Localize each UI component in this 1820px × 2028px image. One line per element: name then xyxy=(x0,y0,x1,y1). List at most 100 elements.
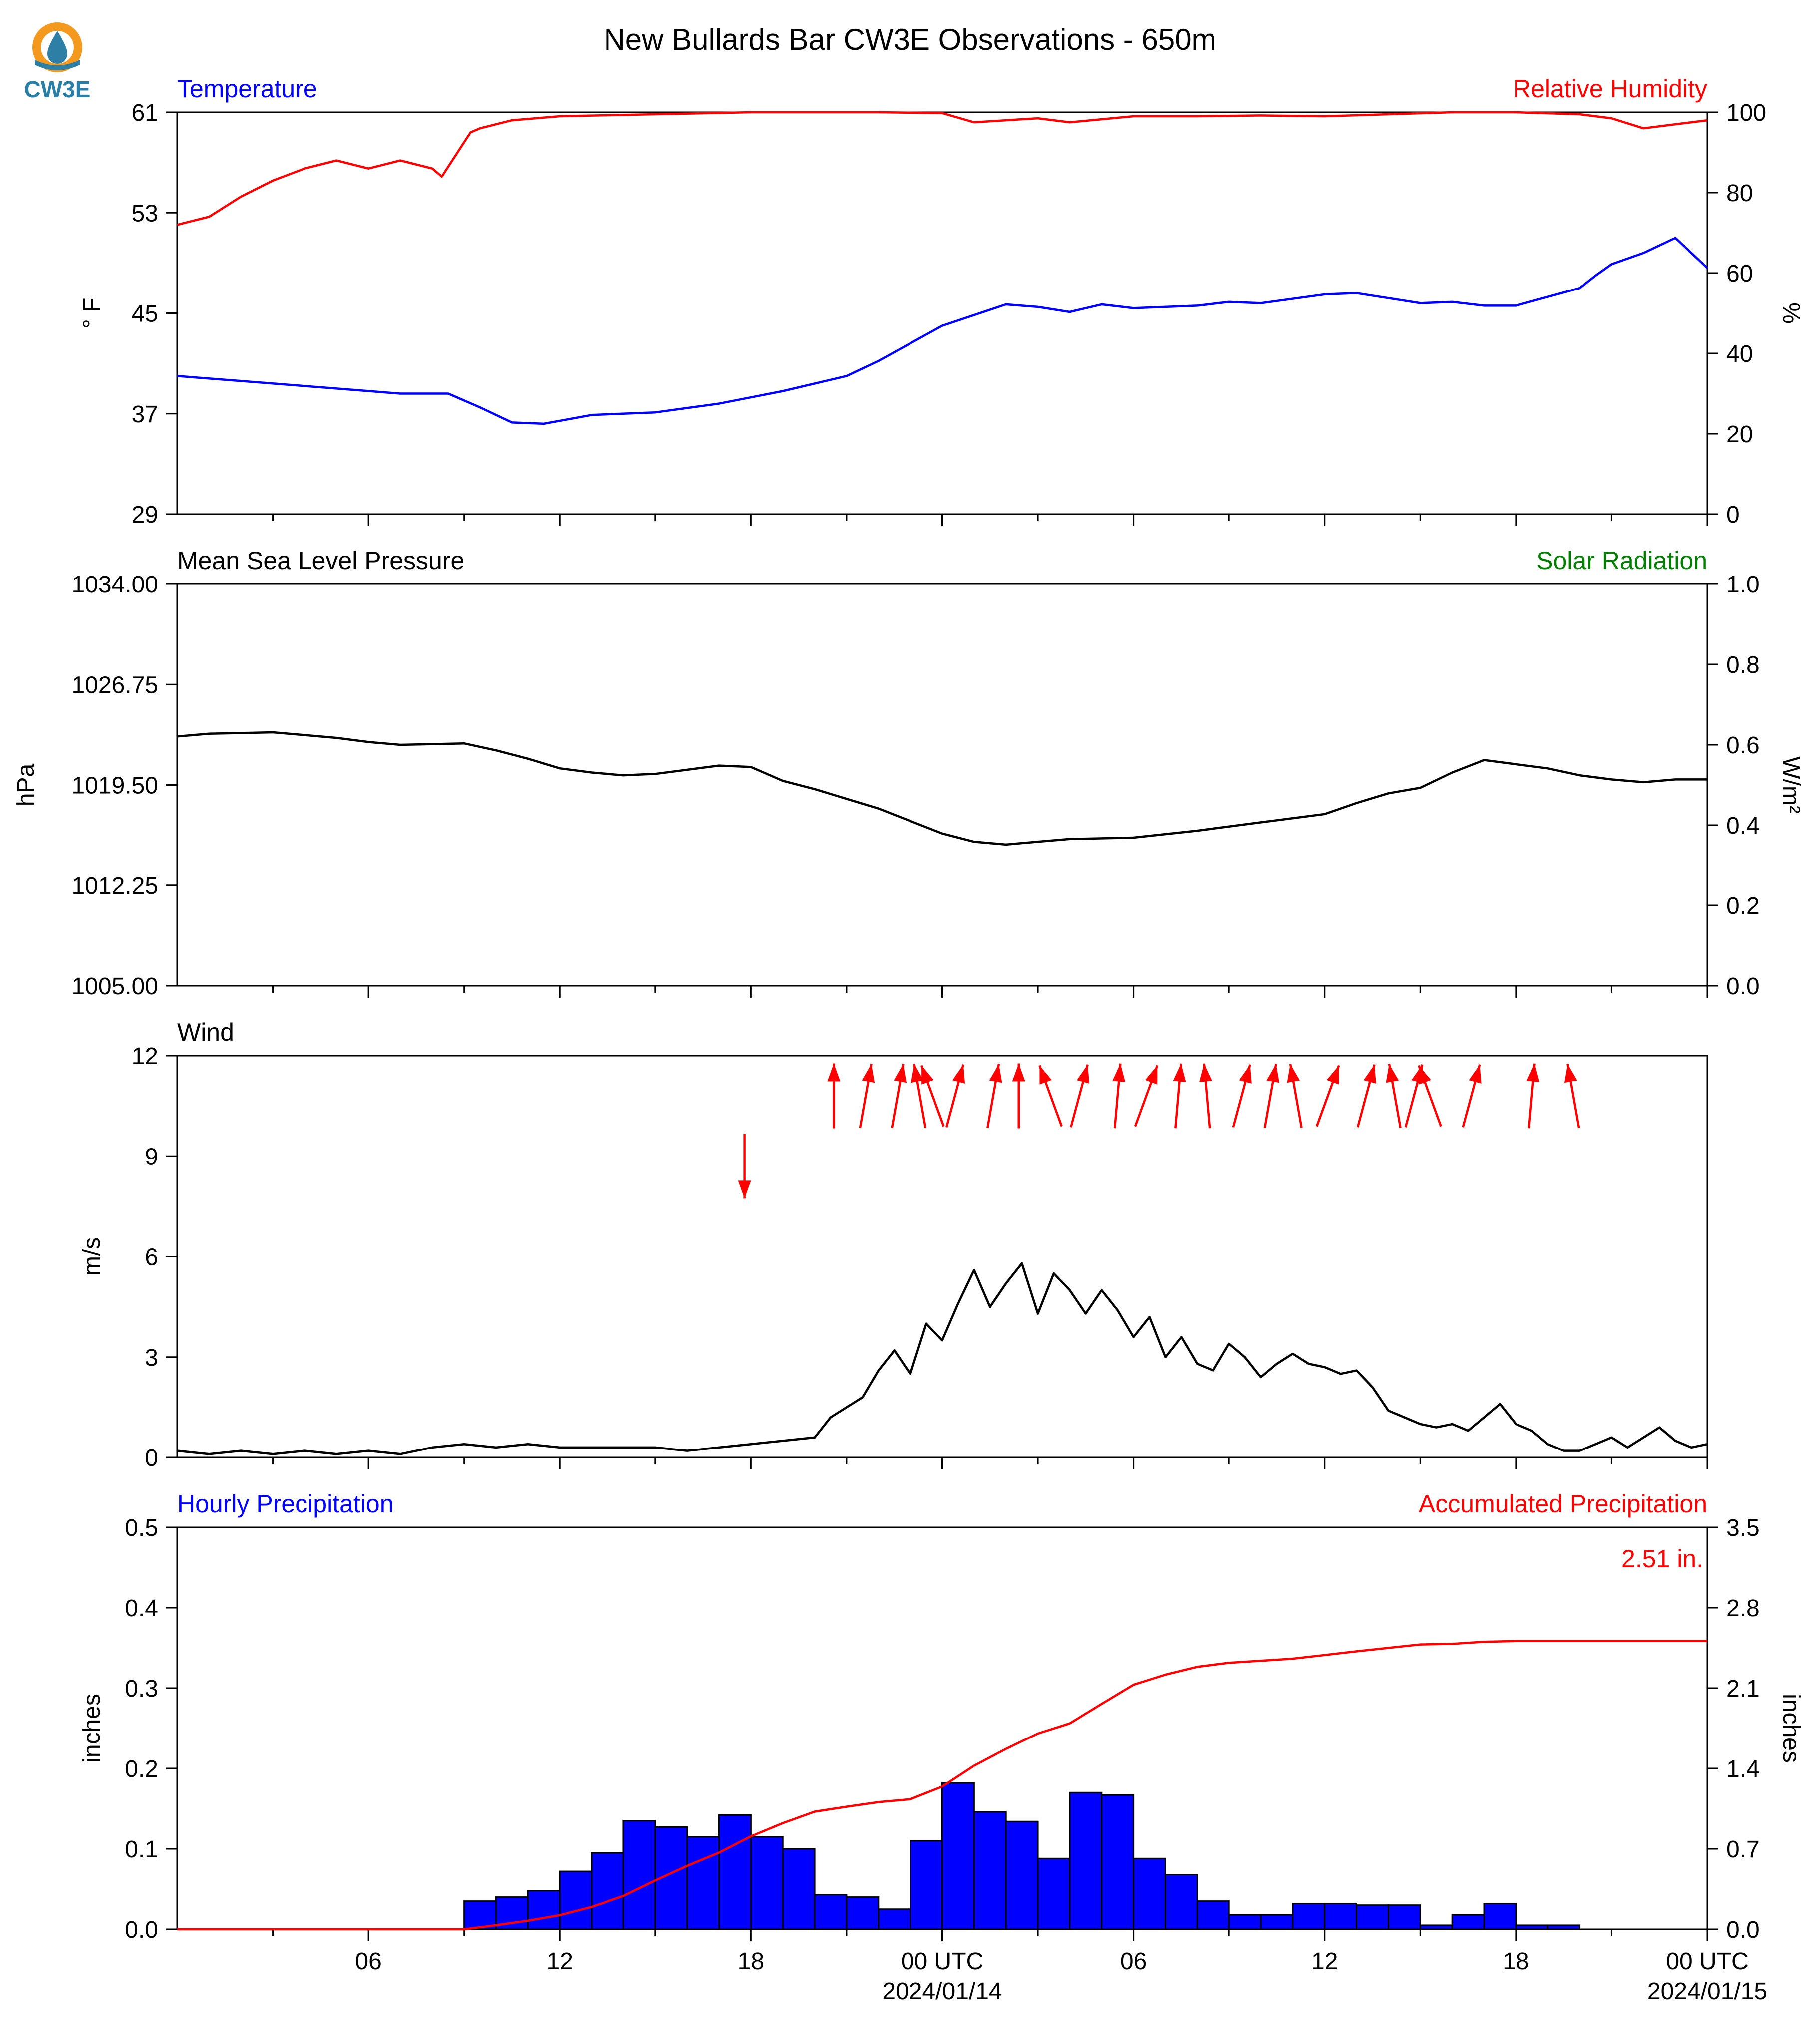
precip-bar xyxy=(1196,1900,1230,1930)
wind-arrow xyxy=(1263,1064,1280,1128)
x-tick-label: 12 xyxy=(1311,1948,1338,1975)
panel-title-right: Relative Humidity xyxy=(1513,75,1707,103)
wind-arrow xyxy=(945,1064,965,1128)
wind-arrow-head xyxy=(1199,1063,1212,1082)
wind-arrow-head xyxy=(1526,1063,1540,1082)
x-date-label: 2024/01/14 xyxy=(882,1978,1002,2005)
precip-bar xyxy=(591,1852,624,1930)
panel-2: 1005.00 1012.25 1019.50 1026.75 1034.00 0.0 0.… xyxy=(13,547,1804,1000)
wind-arrow xyxy=(1315,1065,1340,1127)
logo: CW3E xyxy=(24,22,90,102)
y-tick-label-right: 0.8 xyxy=(1726,652,1760,678)
wind-arrow xyxy=(1356,1064,1376,1128)
plot-frame xyxy=(176,1055,1708,1458)
wind-arrow xyxy=(910,1064,927,1128)
precip-bar xyxy=(782,1848,816,1930)
y-tick-label-left: 0.0 xyxy=(125,1917,158,1943)
wind-arrow-head xyxy=(1469,1064,1482,1084)
precip-bar xyxy=(1037,1857,1071,1930)
precip-bar xyxy=(1356,1904,1389,1930)
wind-arrow-head xyxy=(1077,1064,1090,1084)
y-axis-label-left: inches xyxy=(79,1694,105,1763)
y-tick-label-left: 1034.00 xyxy=(71,572,158,598)
panel-title-left: Wind xyxy=(177,1018,234,1046)
y-tick-label-left: 12 xyxy=(132,1043,158,1070)
total-precip-annotation: 2.51 in. xyxy=(1621,1545,1703,1573)
y-tick-label-left: 9 xyxy=(145,1144,158,1170)
wind-arrow xyxy=(1173,1063,1186,1129)
y-tick-label-right: 1.4 xyxy=(1726,1756,1760,1782)
y-tick-label-left: 29 xyxy=(132,502,158,528)
wind-arrow xyxy=(1462,1064,1482,1128)
precip-bar xyxy=(1005,1820,1039,1930)
wind-arrow xyxy=(1112,1063,1126,1129)
y-tick-label-left: 61 xyxy=(132,100,158,126)
precip-bar xyxy=(1515,1924,1549,1930)
wind-arrow-head xyxy=(894,1064,907,1083)
series-line-temperature xyxy=(177,237,1708,425)
wind-arrow-head xyxy=(1112,1063,1126,1082)
precip-bar xyxy=(622,1820,656,1930)
precip-bar xyxy=(878,1908,911,1930)
wind-arrows xyxy=(738,1063,1580,1199)
y-tick-label-left: 0.5 xyxy=(125,1515,158,1541)
precip-bar xyxy=(846,1896,880,1930)
panel-title-right: Accumulated Precipitation xyxy=(1419,1490,1707,1518)
precip-bar xyxy=(1260,1914,1294,1930)
precip-bar xyxy=(1451,1914,1485,1930)
panel-title-left: Temperature xyxy=(177,75,317,103)
series-line-relative-humidity xyxy=(177,111,1708,226)
panel-4: 0.0 0.1 0.2 0.3 0.4 0.5 0.0 0.7 1.4 2.1 2.8 3.5 inch… xyxy=(79,1490,1804,2005)
y-tick-label-right: 100 xyxy=(1726,100,1766,126)
y-tick-label-left: 53 xyxy=(132,200,158,227)
panel-title-left: Hourly Precipitation xyxy=(177,1490,394,1518)
precip-bar xyxy=(559,1870,593,1930)
x-tick-label: 18 xyxy=(1503,1948,1529,1975)
precip-bar xyxy=(718,1814,752,1930)
y-tick-label-right: 0.0 xyxy=(1726,973,1760,1000)
wind-arrow xyxy=(859,1064,875,1128)
wind-arrow xyxy=(1232,1064,1252,1128)
x-tick-label: 00 UTC xyxy=(901,1948,983,1975)
y-tick-label-left: 0.1 xyxy=(125,1836,158,1863)
y-tick-label-left: 0 xyxy=(145,1445,158,1471)
precip-bars xyxy=(463,1782,1581,1930)
y-tick-label-left: 1012.25 xyxy=(71,873,158,899)
wind-arrow xyxy=(1038,1065,1063,1127)
panel-title-right: Solar Radiation xyxy=(1536,547,1707,575)
y-tick-label-left: 1005.00 xyxy=(71,973,158,1000)
water-drop-logo-icon xyxy=(47,31,67,64)
wind-arrow-head xyxy=(1173,1063,1186,1082)
page-title: New Bullards Bar CW3E Observations - 650… xyxy=(604,23,1216,56)
x-tick-label: 12 xyxy=(547,1948,573,1975)
wind-arrow-head xyxy=(738,1180,751,1199)
precip-bar xyxy=(1101,1794,1135,1930)
wind-arrow-head xyxy=(1326,1065,1339,1085)
y-tick-label-right: 1.0 xyxy=(1726,572,1760,598)
y-tick-label-left: 0.4 xyxy=(125,1595,158,1622)
wind-arrow-head xyxy=(1363,1064,1376,1084)
precip-bar xyxy=(941,1782,975,1930)
series-line-accumulated-precipitation xyxy=(177,1640,1707,1931)
wind-arrow-head xyxy=(1287,1064,1300,1083)
y-axis-label-left: ° F xyxy=(79,298,105,329)
wind-arrow-head xyxy=(952,1064,965,1084)
precip-bar xyxy=(1292,1902,1326,1930)
wind-arrow xyxy=(1526,1063,1540,1129)
precip-bar xyxy=(1387,1904,1421,1930)
wind-arrow-head xyxy=(827,1063,841,1082)
y-tick-label-right: 0.0 xyxy=(1726,1917,1760,1943)
wind-arrow xyxy=(1012,1063,1025,1129)
wind-arrow xyxy=(1564,1064,1580,1128)
wind-arrow-head xyxy=(921,1065,934,1085)
precip-bar xyxy=(686,1836,720,1930)
precip-bar xyxy=(1164,1874,1198,1930)
wind-arrow-head xyxy=(1145,1065,1158,1085)
wind-arrow xyxy=(986,1064,1002,1128)
wind-arrow-head xyxy=(862,1064,875,1083)
y-tick-label-right: 3.5 xyxy=(1726,1515,1760,1541)
precip-bar xyxy=(910,1840,943,1930)
precip-bar xyxy=(1069,1791,1103,1930)
panel-3: 0 3 6 9 12 m/s Wind xyxy=(79,1018,1708,1471)
x-tick-label: 18 xyxy=(738,1948,764,1975)
